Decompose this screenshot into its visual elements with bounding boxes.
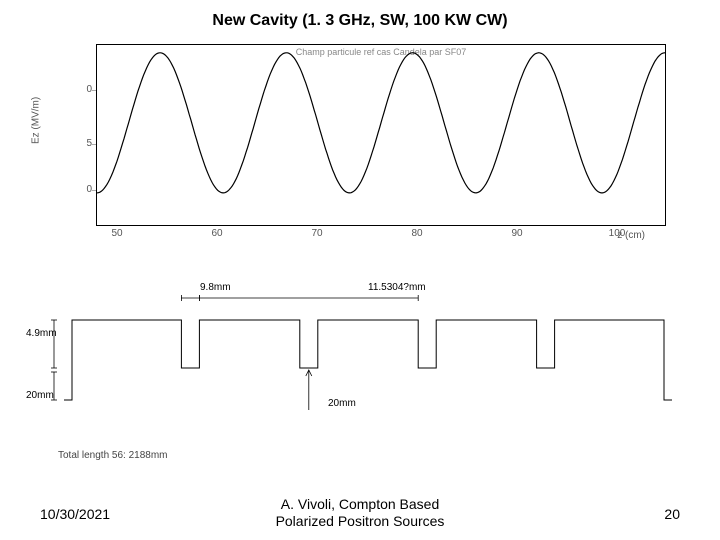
total-length-label: Total length 56: 2188mm xyxy=(58,450,168,461)
x-tick: 90 xyxy=(511,228,522,239)
x-tick: 80 xyxy=(411,228,422,239)
tooth-width-label: 9.8mm xyxy=(200,282,231,293)
y-tick-mark xyxy=(92,190,96,191)
footer-page-number: 20 xyxy=(664,506,680,522)
thickness-label: 20mm xyxy=(26,390,54,401)
chart-frame: Champ particule ref cas Candela par SF07… xyxy=(96,44,666,226)
field-chart: Ez (MV/m) Champ particule ref cas Candel… xyxy=(38,44,682,244)
y-tick-mark xyxy=(92,144,96,145)
y-tick: 0 xyxy=(78,84,92,95)
slide-title: New Cavity (1. 3 GHz, SW, 100 KW CW) xyxy=(0,12,720,30)
y-tick: 5 xyxy=(78,138,92,149)
x-tick: 60 xyxy=(211,228,222,239)
depth-label: 4.9mm xyxy=(26,328,57,339)
cavity-svg xyxy=(28,280,692,450)
x-tick: 70 xyxy=(311,228,322,239)
y-tick-mark xyxy=(92,90,96,91)
footer-author: A. Vivoli, Compton Based Polarized Posit… xyxy=(0,496,720,530)
cavity-profile: 9.8mm 11.5304?mm 4.9mm 20mm 20mm xyxy=(28,280,692,450)
y-tick: 0 xyxy=(78,184,92,195)
x-tick: 50 xyxy=(111,228,122,239)
footer-line2: Polarized Positron Sources xyxy=(276,513,445,529)
footer-line1: A. Vivoli, Compton Based xyxy=(281,496,440,512)
y-axis-label: Ez (MV/m) xyxy=(31,97,42,144)
wave-curve xyxy=(97,45,665,225)
x-tick: 100 xyxy=(609,228,626,239)
inner-label: 20mm xyxy=(328,398,356,409)
gap-width-label: 11.5304?mm xyxy=(368,282,426,293)
